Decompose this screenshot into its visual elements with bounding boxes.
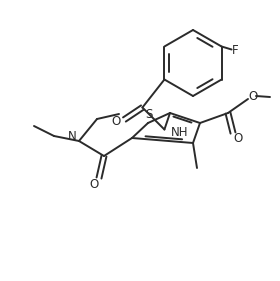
Text: S: S (145, 108, 153, 121)
Text: F: F (232, 44, 239, 57)
Text: O: O (89, 178, 99, 191)
Text: O: O (248, 90, 258, 103)
Text: N: N (68, 130, 76, 142)
Text: O: O (233, 132, 243, 144)
Text: NH: NH (171, 126, 188, 139)
Text: O: O (112, 115, 121, 128)
